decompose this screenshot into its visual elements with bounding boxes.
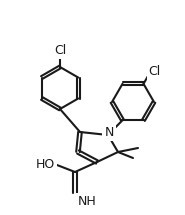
Text: Cl: Cl (148, 65, 161, 78)
Text: NH: NH (78, 195, 97, 208)
Text: Cl: Cl (54, 45, 66, 57)
Text: N: N (104, 126, 114, 140)
Text: HO: HO (36, 158, 55, 172)
